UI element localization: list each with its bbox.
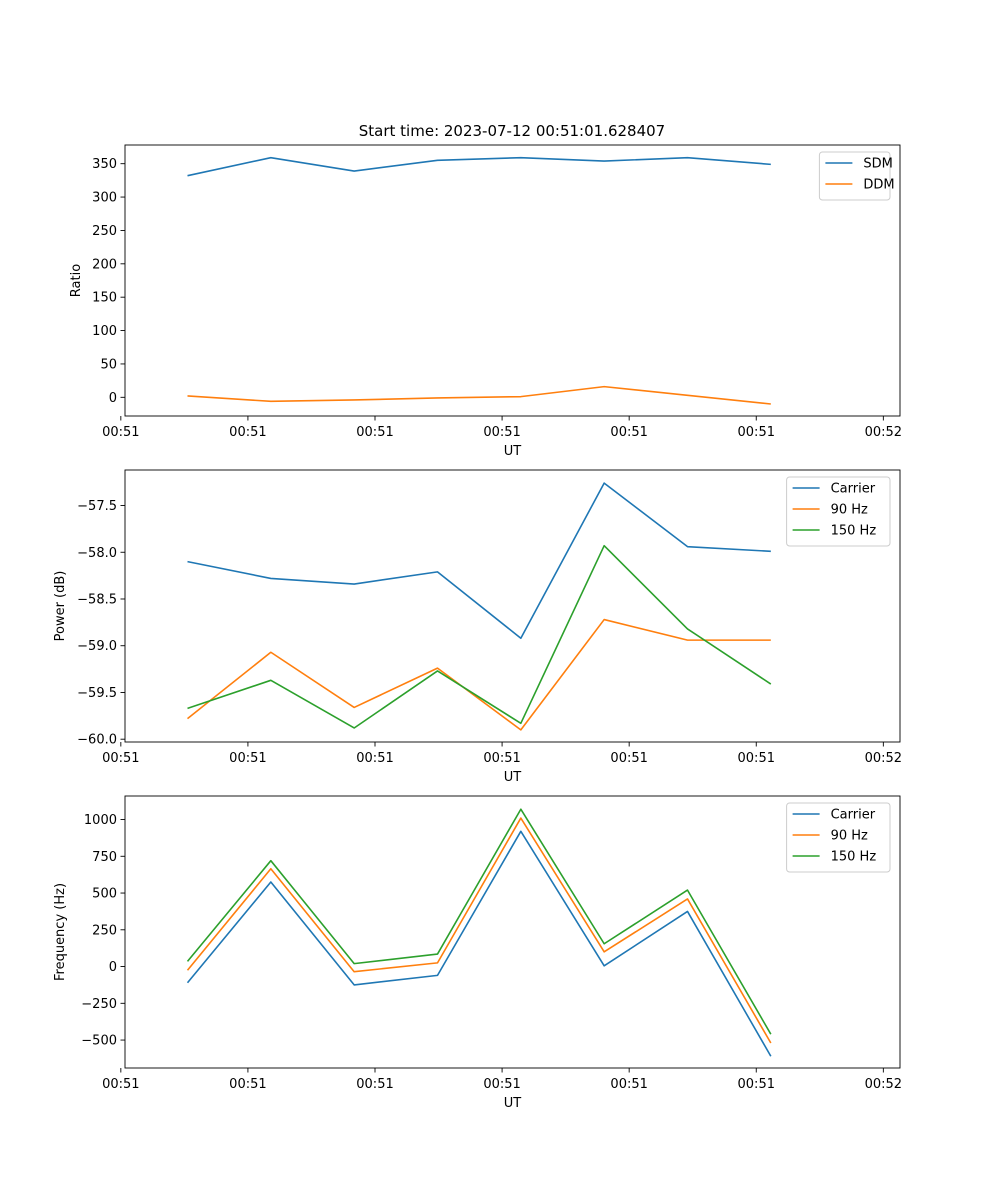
series-line-150-hz — [186, 808, 772, 1035]
x-tick-label: 00:52 — [865, 425, 902, 440]
y-tick-label: 1000 — [84, 813, 117, 828]
y-tick-label: 750 — [92, 850, 117, 865]
legend-label: DDM — [863, 178, 894, 193]
y-tick-label: −58.5 — [77, 592, 117, 607]
x-axis-label: UT — [504, 1096, 522, 1111]
y-tick-label: 100 — [92, 324, 117, 339]
axes-frame — [124, 795, 901, 1069]
series-line-ddm — [187, 385, 771, 405]
y-axis-label: Power (dB) — [53, 571, 68, 642]
chart-title: Start time: 2023-07-12 00:51:01.628407 — [359, 122, 665, 140]
x-tick-label: 00:51 — [102, 425, 139, 440]
y-tick-label: −59.5 — [77, 686, 117, 701]
y-tick-label: 300 — [92, 191, 117, 206]
axes-frame — [124, 469, 901, 743]
x-tick-label: 00:51 — [738, 1077, 775, 1092]
y-tick-label: 350 — [92, 157, 117, 172]
x-tick-label: 00:51 — [738, 751, 775, 766]
x-tick-label: 00:51 — [483, 425, 520, 440]
y-tick-label: 0 — [109, 391, 117, 406]
series-line-90-hz — [186, 817, 772, 1044]
x-tick-label: 00:51 — [610, 425, 647, 440]
legend-label: SDM — [863, 157, 892, 172]
y-tick-label: −250 — [81, 997, 117, 1012]
y-tick-label: 200 — [92, 257, 117, 272]
legend-label: Carrier — [831, 808, 876, 823]
y-tick-label: −58.0 — [77, 546, 117, 561]
series-line-carrier — [186, 830, 772, 1057]
x-axis-label: UT — [504, 444, 522, 459]
x-tick-label: 00:51 — [229, 425, 266, 440]
x-tick-label: 00:51 — [483, 1077, 520, 1092]
y-tick-label: 500 — [92, 887, 117, 902]
legend-box — [786, 476, 891, 547]
x-tick-label: 00:51 — [356, 751, 393, 766]
x-tick-label: 00:51 — [356, 425, 393, 440]
axes-frame — [124, 144, 901, 417]
x-tick-label: 00:51 — [229, 1077, 266, 1092]
y-axis-label: Frequency (Hz) — [53, 883, 68, 981]
legend-label: Carrier — [831, 482, 876, 497]
series-line-90-hz — [187, 618, 771, 731]
y-tick-label: −60.0 — [77, 733, 117, 748]
y-tick-label: 250 — [92, 224, 117, 239]
legend-box — [786, 802, 891, 873]
x-axis-label: UT — [504, 770, 522, 785]
x-tick-label: 00:51 — [229, 751, 266, 766]
legend-label: 90 Hz — [831, 503, 868, 518]
y-tick-label: 0 — [109, 960, 117, 975]
x-tick-label: 00:51 — [610, 751, 647, 766]
legend-box — [818, 151, 891, 201]
series-line-sdm — [187, 156, 771, 177]
x-tick-label: 00:51 — [356, 1077, 393, 1092]
x-tick-label: 00:51 — [102, 751, 139, 766]
series-line-150-hz — [187, 544, 772, 729]
series-line-carrier — [187, 482, 771, 640]
legend-label: 150 Hz — [831, 524, 877, 539]
y-tick-label: −500 — [81, 1034, 117, 1049]
y-tick-label: −57.5 — [77, 499, 117, 514]
y-axis-label: Ratio — [69, 264, 84, 297]
x-tick-label: 00:51 — [483, 751, 520, 766]
x-tick-label: 00:51 — [102, 1077, 139, 1092]
y-tick-label: 250 — [92, 923, 117, 938]
x-tick-label: 00:52 — [865, 1077, 902, 1092]
y-tick-label: 50 — [100, 357, 117, 372]
legend-label: 150 Hz — [831, 850, 877, 865]
x-tick-label: 00:51 — [738, 425, 775, 440]
y-tick-label: 150 — [92, 291, 117, 306]
y-tick-label: −59.0 — [77, 639, 117, 654]
x-tick-label: 00:52 — [865, 751, 902, 766]
legend-label: 90 Hz — [831, 829, 868, 844]
x-tick-label: 00:51 — [610, 1077, 647, 1092]
